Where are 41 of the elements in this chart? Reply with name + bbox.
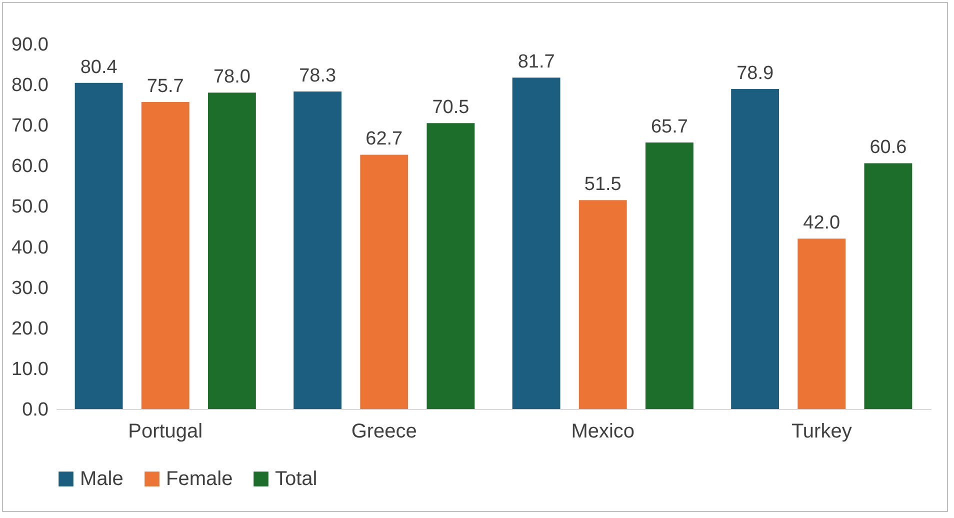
- bar: [864, 163, 912, 409]
- bar: [512, 78, 560, 409]
- x-tick-label: Turkey: [791, 420, 852, 442]
- y-tick-label: 10.0: [12, 358, 48, 380]
- x-tick-label: Mexico: [571, 420, 635, 442]
- bar: [798, 238, 846, 409]
- y-tick-label: 60.0: [12, 156, 48, 178]
- data-label: 42.0: [803, 212, 840, 234]
- data-label: 75.7: [146, 76, 184, 97]
- data-label: 78.9: [736, 63, 774, 84]
- y-tick-label: 80.0: [12, 75, 48, 96]
- bar: [208, 92, 256, 409]
- legend-label: Male: [80, 468, 124, 490]
- bar: [141, 102, 190, 409]
- data-label: 65.7: [650, 116, 688, 138]
- bar: [426, 123, 475, 409]
- bar: [578, 200, 627, 409]
- x-tick-label: Portugal: [128, 420, 203, 442]
- data-label: 81.7: [518, 52, 555, 73]
- y-tick-label: 0.0: [22, 400, 48, 420]
- legend-label: Total: [275, 468, 318, 490]
- y-tick-label: 30.0: [12, 278, 48, 299]
- bar: [74, 82, 123, 409]
- y-tick-label: 70.0: [12, 116, 48, 137]
- data-label: 80.4: [80, 56, 118, 78]
- legend-label: Female: [166, 468, 233, 490]
- data-label: 60.6: [870, 137, 907, 158]
- data-label: 51.5: [584, 174, 622, 196]
- bar: [360, 154, 408, 409]
- y-tick-label: 20.0: [12, 318, 48, 340]
- data-label: 62.7: [366, 128, 403, 150]
- bar: [645, 142, 694, 409]
- y-tick-label: 90.0: [12, 34, 48, 56]
- x-tick-label: Greece: [351, 420, 417, 442]
- data-label: 70.5: [432, 97, 470, 118]
- bar: [731, 89, 780, 409]
- bar: [294, 91, 342, 409]
- y-tick-label: 40.0: [12, 237, 48, 258]
- data-label: 78.0: [213, 66, 250, 88]
- y-tick-label: 50.0: [12, 196, 48, 218]
- data-label: 78.3: [299, 65, 336, 86]
